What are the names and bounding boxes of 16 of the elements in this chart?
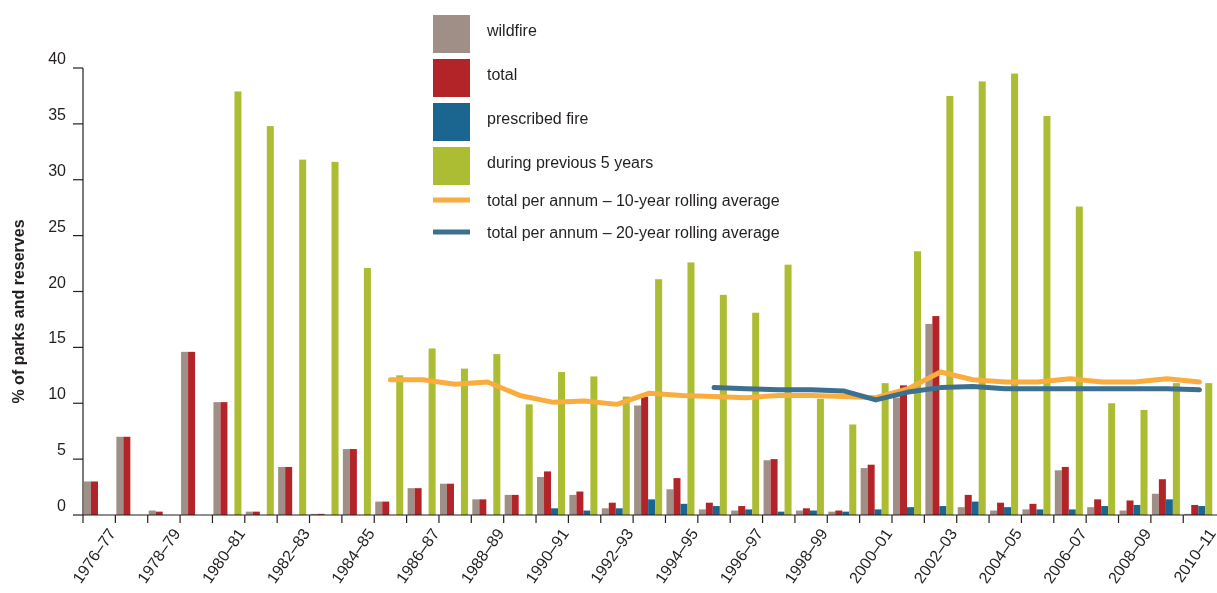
y-tick-label: 0 [57,497,67,514]
y-tick-label: 40 [48,50,67,67]
y-tick-label: 15 [48,329,67,347]
legend-label: total per annum – 20-year rolling average [487,223,780,241]
legend-label: wildfire [486,21,537,39]
legend-label: total [487,65,518,83]
y-tick-label: 20 [48,273,67,291]
y-tick-label: 25 [48,217,67,235]
y-tick-label: 5 [57,441,67,459]
legend-label: total per annum – 10-year rolling average [487,191,780,209]
legend-label: during previous 5 years [487,153,654,171]
y-tick-label: 35 [48,105,67,123]
y-tick-label: 10 [48,385,67,403]
legend-label: prescribed fire [487,109,589,127]
y-tick-label: 30 [48,161,67,179]
y-axis-title: % of parks and reserves [10,219,27,404]
